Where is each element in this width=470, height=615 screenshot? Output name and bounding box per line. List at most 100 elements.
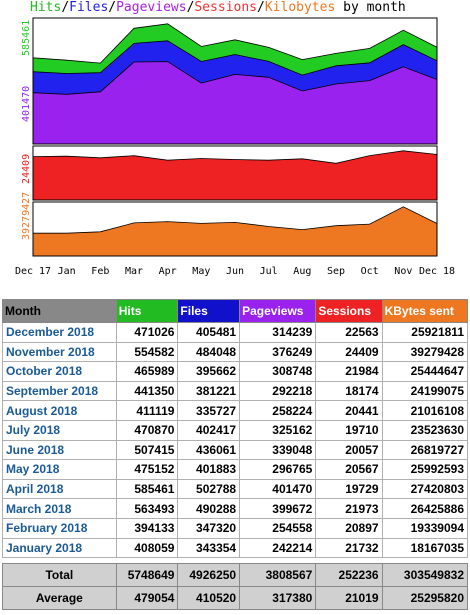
table-cell: 25921811 [381,322,469,343]
table-cell: 18174 [315,380,383,402]
month-link[interactable]: March 2018 [2,498,117,519]
chart-title-part: / [257,0,265,15]
table-cell: 339048 [239,439,317,461]
table-header-row: Month Hits Files Pageviews Sessions KBytes se… [2,299,469,323]
table-cell: 258224 [239,400,317,421]
table-cell: 401883 [177,459,241,480]
table-cell: 402417 [177,419,241,441]
table-row: February 2018 394133 347320 254558 20897 1933… [2,517,469,539]
table-cell: 21984 [315,361,383,382]
chart-title-part: by month [335,0,406,15]
table-cell: 394133 [115,517,179,539]
table-cell: 242214 [239,537,317,559]
table-cell: 343354 [177,537,241,559]
series-area-pageviews [32,61,438,145]
average-value: 410520 [177,586,241,611]
table-cell: 21732 [315,537,383,559]
x-axis-tick-label: Nov [394,266,412,277]
table-cell: 376249 [239,341,317,363]
x-axis-tick-label: Sep [327,266,345,277]
month-link[interactable]: January 2018 [2,537,117,559]
table-cell: 20441 [315,400,383,421]
total-label: Total [2,563,117,588]
month-link[interactable]: December 2018 [2,322,117,343]
month-link[interactable]: October 2018 [2,361,117,382]
table-cell: 22563 [315,322,383,343]
table-cell: 25992593 [381,459,469,480]
table-cell: 381221 [177,380,241,402]
table-body: December 2018 471026 405481 314239 22563 2592… [2,322,469,611]
total-value: 3808567 [239,563,317,588]
table-row: January 2018 408059 343354 242214 21732 18167… [2,537,469,559]
x-axis-tick-label: Jul [260,266,278,277]
panel-border [32,17,438,145]
month-link[interactable]: August 2018 [2,400,117,421]
y-axis-label: 39279427 [21,192,32,240]
x-axis-tick-label: Dec 17 [15,266,51,277]
x-axis-tick-label: Jan [58,266,76,277]
table-cell: 401470 [239,478,317,500]
table-cell: 475152 [115,459,179,480]
chart-title-part: Sessions [194,0,258,15]
table-cell: 21973 [315,498,383,519]
x-axis-tick-label: Jun [226,266,244,277]
table-row: August 2018 411119 335727 258224 20441 210161… [2,400,469,421]
month-link[interactable]: November 2018 [2,341,117,363]
table-cell: 465989 [115,361,179,382]
series-area-kilobytes [32,206,438,257]
month-link[interactable]: July 2018 [2,419,117,441]
month-link[interactable]: June 2018 [2,439,117,461]
total-value: 252236 [315,563,383,588]
table-row: March 2018 563493 490288 399672 21973 2642588… [2,498,469,519]
table-cell: 585461 [115,478,179,500]
table-cell: 19710 [315,419,383,441]
total-value: 5748649 [115,563,179,588]
x-axis-tick-label: Dec 18 [419,266,455,277]
monthly-stats-table: Month Hits Files Pageviews Sessions KBytes se… [2,299,469,611]
monthly-stats-chart: 585461 401470 24409 39279427 Dec 17 Jan Feb Mar… [15,17,455,277]
total-value: 303549832 [381,563,469,588]
table-cell: 21016108 [381,400,469,421]
month-link[interactable]: April 2018 [2,478,117,500]
table-row: June 2018 507415 436061 339048 20057 26819727 [2,439,469,461]
table-row: April 2018 585461 502788 401470 19729 2742080… [2,478,469,500]
table-cell: 408059 [115,537,179,559]
month-link[interactable]: September 2018 [2,380,117,402]
table-cell: 24199075 [381,380,469,402]
chart-title-part: Kilobytes [264,0,336,15]
table-cell: 27420803 [381,478,469,500]
column-header: Hits [115,299,179,323]
y-axis-label: 401470 [21,86,32,122]
series-area-sessions [32,150,438,201]
table-cell: 292218 [239,380,317,402]
table-cell: 19339094 [381,517,469,539]
average-row: Average 479054 410520 317380 21019 25295820 [2,586,469,611]
column-header: Month [2,299,117,323]
y-axis-label: 585461 [21,20,32,56]
table-cell: 507415 [115,439,179,461]
x-axis-tick-label: Mar [125,266,143,277]
table-cell: 471026 [115,322,179,343]
chart-title-part: Hits [30,0,62,15]
table-cell: 395662 [177,361,241,382]
table-cell: 23523630 [381,419,469,441]
chart-title: Hits/Files/Pageviews/Sessions/Kilobytes … [30,0,406,16]
panel-border [32,145,438,201]
month-link[interactable]: May 2018 [2,459,117,480]
table-cell: 26819727 [381,439,469,461]
chart-title-part: / [186,0,195,15]
table-cell: 490288 [177,498,241,519]
table-cell: 254558 [239,517,317,539]
table-row: October 2018 465989 395662 308748 21984 25444… [2,361,469,382]
table-cell: 441350 [115,380,179,402]
y-axis-label: 24409 [21,154,32,184]
x-axis-tick-label: Aug [293,266,311,277]
table-cell: 335727 [177,400,241,421]
table-cell: 20897 [315,517,383,539]
chart-title-part: Pageviews [116,0,187,15]
month-link[interactable]: February 2018 [2,517,117,539]
average-value: 317380 [239,586,317,611]
x-axis-tick-label: Oct [361,266,379,277]
panel-border [32,201,438,257]
x-axis-tick-label: May [192,266,210,277]
